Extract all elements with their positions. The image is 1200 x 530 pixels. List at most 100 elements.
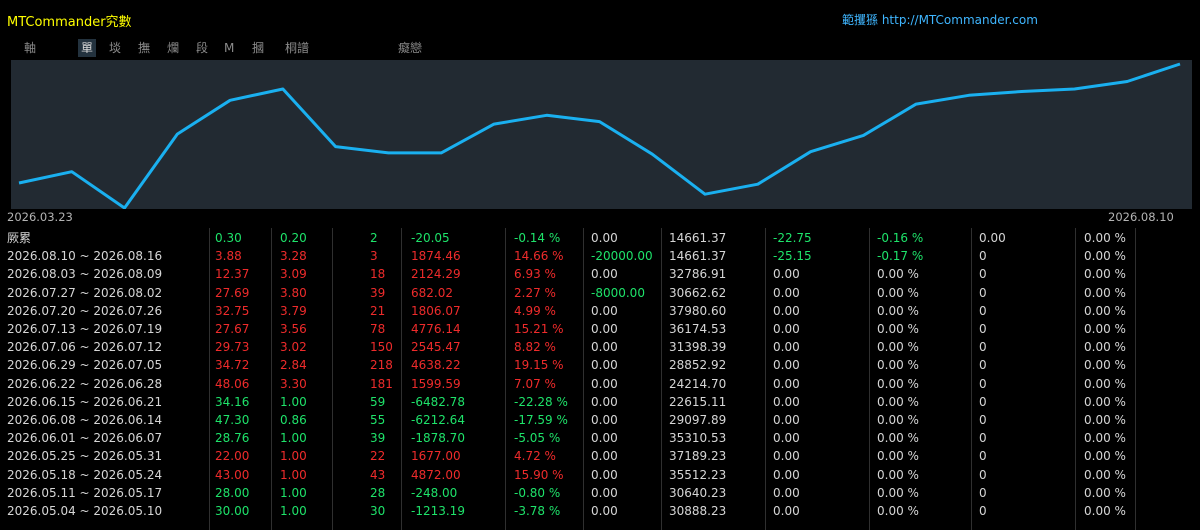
- table-cell: 0.00 %: [1084, 303, 1126, 318]
- table-row[interactable]: 2026.08.03 ~ 2026.08.09 12.37 3.09 18 2124.2…: [0, 265, 1200, 283]
- table-cell: 0.00: [773, 267, 800, 282]
- equity-chart-svg: [18, 62, 1181, 209]
- table-cell: -1878.70: [411, 431, 465, 446]
- table-cell: 0.00 %: [877, 267, 919, 282]
- table-cell: 1.00: [280, 449, 307, 464]
- row-period-label: 2026.08.10 ~ 2026.08.16: [7, 249, 163, 264]
- table-cell: 3.30: [280, 376, 307, 391]
- table-cell: 3.09: [280, 267, 307, 282]
- table-cell: 0: [979, 249, 987, 264]
- table-cell: -8000.00: [591, 285, 645, 300]
- table-cell: 0.00: [773, 467, 800, 482]
- table-cell: 29.73: [215, 340, 250, 355]
- table-cell: 3.02: [280, 340, 307, 355]
- table-cell: -0.16 %: [877, 231, 924, 245]
- table-row[interactable]: 2026.06.08 ~ 2026.06.14 47.30 0.86 55 -6212.…: [0, 411, 1200, 429]
- table-cell: 32786.91: [669, 267, 727, 282]
- table-cell: 1.00: [280, 485, 307, 500]
- tab-1[interactable]: 軸: [24, 41, 37, 55]
- table-cell: 30640.23: [669, 485, 727, 500]
- table-cell: 19.15 %: [514, 358, 564, 373]
- table-cell: 0.00 %: [1084, 394, 1126, 409]
- table-cell: 39: [370, 431, 386, 446]
- table-cell: 12.37: [215, 267, 250, 282]
- table-cell: 0.00: [773, 413, 800, 427]
- table-cell: 4638.22: [411, 358, 461, 373]
- row-period-label: 2026.06.29 ~ 2026.07.05: [7, 358, 163, 373]
- table-cell: 14.66 %: [514, 249, 564, 264]
- weekly-stats-table: 厥累 0.30 0.20 2 -20.05 -0.14 % 0.00 14661.37 -22.…: [0, 228, 1200, 530]
- table-row[interactable]: 2026.06.01 ~ 2026.06.07 28.76 1.00 39 -1878.…: [0, 429, 1200, 447]
- table-cell: 0: [979, 394, 987, 409]
- table-row[interactable]: 2026.06.22 ~ 2026.06.28 48.06 3.30 181 1599.…: [0, 375, 1200, 393]
- tab-5[interactable]: 爛: [167, 41, 180, 55]
- table-cell: 0.00 %: [877, 322, 919, 336]
- table-row[interactable]: 2026.05.11 ~ 2026.05.17 28.00 1.00 28 -248.0…: [0, 484, 1200, 502]
- row-period-label: 2026.06.08 ~ 2026.06.14: [7, 413, 163, 427]
- tab-2[interactable]: 單: [78, 39, 97, 57]
- table-cell: 37189.23: [669, 449, 727, 464]
- table-cell: 14661.37: [669, 249, 727, 264]
- tab-6[interactable]: 段: [196, 41, 209, 55]
- table-cell: 0.00 %: [1084, 340, 1126, 355]
- table-row[interactable]: 2026.07.20 ~ 2026.07.26 32.75 3.79 21 1806.0…: [0, 302, 1200, 320]
- table-cell: 3.56: [280, 322, 307, 336]
- table-row[interactable]: 2026.08.10 ~ 2026.08.16 3.88 3.28 3 1874.46 1…: [0, 247, 1200, 265]
- table-cell: 0.00 %: [877, 285, 919, 300]
- table-cell: 0.00 %: [1084, 413, 1126, 427]
- table-cell: 0: [979, 303, 987, 318]
- table-cell: 28: [370, 485, 386, 500]
- table-cell: 0.00: [773, 449, 800, 464]
- table-cell: 0.00: [773, 285, 800, 300]
- column-divider: [1075, 228, 1076, 530]
- tab-9[interactable]: 桐譜: [285, 41, 310, 55]
- table-row[interactable]: 2026.06.15 ~ 2026.06.21 34.16 1.00 59 -6482.…: [0, 393, 1200, 411]
- table-cell: 0.00: [591, 303, 618, 318]
- table-cell: 30662.62: [669, 285, 727, 300]
- tab-3[interactable]: 埮: [109, 41, 122, 55]
- table-cell: 39: [370, 285, 386, 300]
- table-cell: 78: [370, 322, 386, 336]
- table-cell: 15.90 %: [514, 467, 564, 482]
- table-cell: 682.02: [411, 285, 453, 300]
- table-cell: 0.00: [591, 467, 618, 482]
- table-row[interactable]: 厥累 0.30 0.20 2 -20.05 -0.14 % 0.00 14661.37 -22.…: [0, 229, 1200, 247]
- tab-7[interactable]: M: [224, 41, 235, 55]
- table-cell: 0: [979, 485, 987, 500]
- table-cell: 0.00 %: [877, 449, 919, 464]
- table-cell: 0: [979, 504, 987, 518]
- website-link[interactable]: 範攫猻 http://MTCommander.com: [842, 13, 1038, 27]
- row-period-label: 2026.06.15 ~ 2026.06.21: [7, 394, 163, 409]
- table-cell: -6212.64: [411, 413, 465, 427]
- row-period-label: 2026.05.25 ~ 2026.05.31: [7, 449, 163, 464]
- table-cell: 34.72: [215, 358, 250, 373]
- table-cell: 181: [370, 376, 393, 391]
- table-row[interactable]: 2026.07.27 ~ 2026.08.02 27.69 3.80 39 682.02…: [0, 284, 1200, 302]
- table-cell: 0.00 %: [1084, 358, 1126, 373]
- table-row[interactable]: 2026.07.06 ~ 2026.07.12 29.73 3.02 150 2545.…: [0, 338, 1200, 356]
- table-cell: 4776.14: [411, 322, 461, 336]
- table-cell: 0.00 %: [1084, 431, 1126, 446]
- table-row[interactable]: 2026.05.04 ~ 2026.05.10 30.00 1.00 30 -1213.…: [0, 502, 1200, 520]
- table-cell: 0.00 %: [877, 431, 919, 446]
- column-divider: [661, 228, 662, 530]
- table-row[interactable]: 2026.05.25 ~ 2026.05.31 22.00 1.00 22 1677.0…: [0, 447, 1200, 465]
- tab-10[interactable]: 癡戀: [398, 41, 423, 55]
- table-row[interactable]: 2026.06.29 ~ 2026.07.05 34.72 2.84 218 4638.…: [0, 356, 1200, 374]
- table-cell: 35512.23: [669, 467, 727, 482]
- table-cell: 28852.92: [669, 358, 727, 373]
- table-cell: 0.00: [773, 485, 800, 500]
- table-cell: 0.00: [591, 322, 618, 336]
- table-row[interactable]: 2026.05.18 ~ 2026.05.24 43.00 1.00 43 4872.0…: [0, 466, 1200, 484]
- table-cell: 2124.29: [411, 267, 461, 282]
- table-row[interactable]: 2026.07.13 ~ 2026.07.19 27.67 3.56 78 4776.1…: [0, 320, 1200, 338]
- table-cell: 2.27 %: [514, 285, 556, 300]
- tab-8[interactable]: 摑: [252, 41, 265, 55]
- tab-4[interactable]: 撫: [138, 41, 151, 55]
- table-cell: 2: [370, 231, 378, 245]
- table-cell: 0.00: [591, 449, 618, 464]
- table-cell: 0.00: [591, 504, 618, 518]
- table-cell: 0.30: [215, 231, 242, 245]
- row-period-label: 厥累: [7, 231, 32, 245]
- table-cell: 0.00 %: [877, 485, 919, 500]
